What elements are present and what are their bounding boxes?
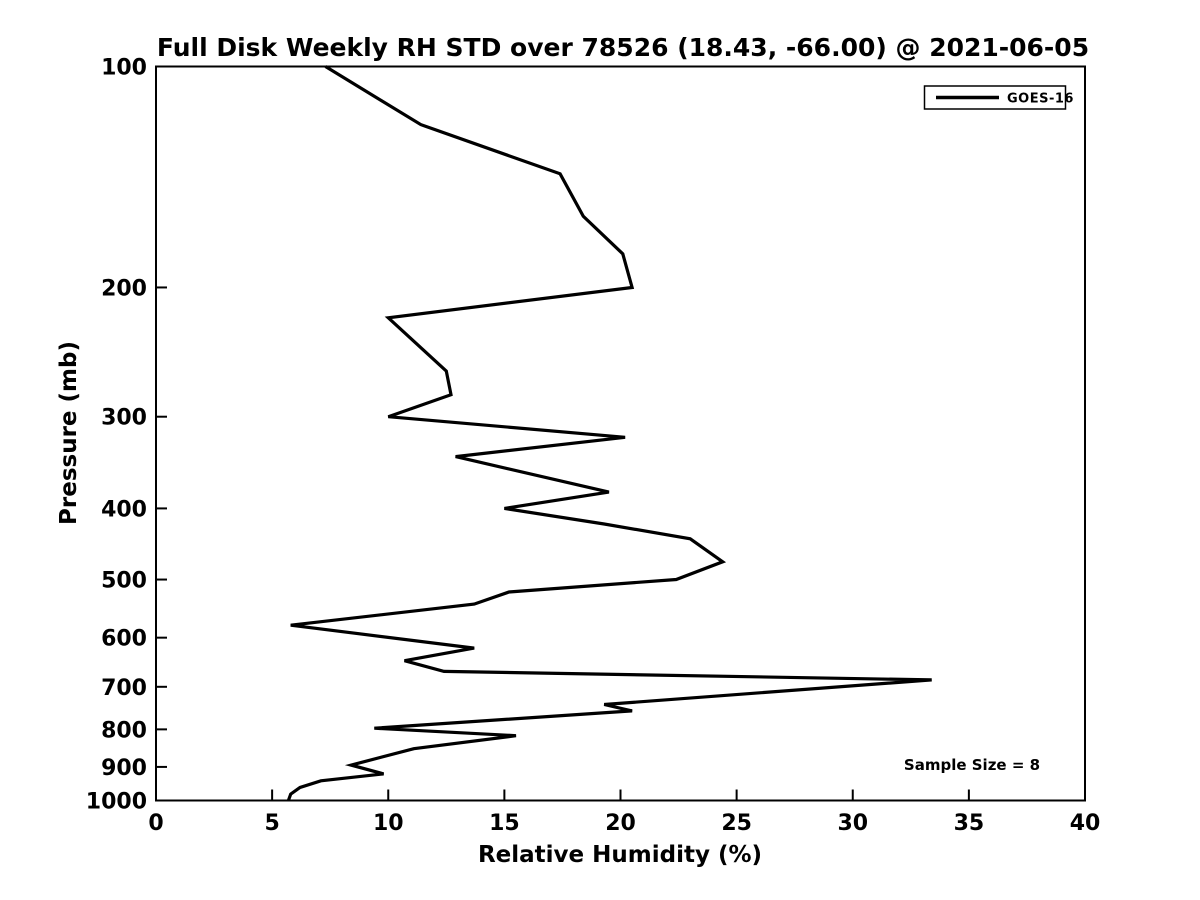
y-tick-label: 600 (101, 627, 147, 652)
x-tick-label: 0 (148, 811, 163, 836)
x-axis-label: Relative Humidity (%) (478, 842, 762, 868)
x-tick-label: 35 (954, 811, 985, 836)
legend: GOES-16 (923, 85, 1074, 110)
x-tick-label: 10 (373, 811, 404, 836)
sample-size-annotation: Sample Size = 8 (904, 756, 1040, 774)
x-tick-label: 30 (837, 811, 868, 836)
y-tick-label: 700 (101, 676, 147, 701)
y-axis-label: Pressure (mb) (56, 341, 82, 525)
y-tick-label: 1000 (86, 790, 147, 815)
axis-tick-labels: 0 5 10 15 20 25 30 35 40 100 200 300 400 500 600 700 800… (86, 56, 1101, 837)
y-tick-label: 900 (101, 756, 147, 781)
x-tick-label: 15 (489, 811, 520, 836)
goes16-rh-profile-line (286, 65, 932, 802)
x-tick-label: 40 (1070, 811, 1101, 836)
x-tick-label: 5 (264, 811, 279, 836)
y-tick-label: 800 (101, 718, 147, 743)
legend-entry-label: GOES-16 (1007, 92, 1074, 107)
axis-tick-marks (155, 65, 1086, 802)
y-tick-label: 400 (101, 497, 147, 522)
x-tick-label: 20 (605, 811, 636, 836)
y-tick-label: 200 (101, 276, 147, 301)
y-tick-label: 300 (101, 406, 147, 431)
y-tick-label: 100 (101, 56, 147, 81)
x-tick-label: 25 (721, 811, 752, 836)
plot-area-border (155, 65, 1086, 802)
y-tick-label: 500 (101, 569, 147, 594)
chart-title: Full Disk Weekly RH STD over 78526 (18.4… (157, 33, 1089, 62)
